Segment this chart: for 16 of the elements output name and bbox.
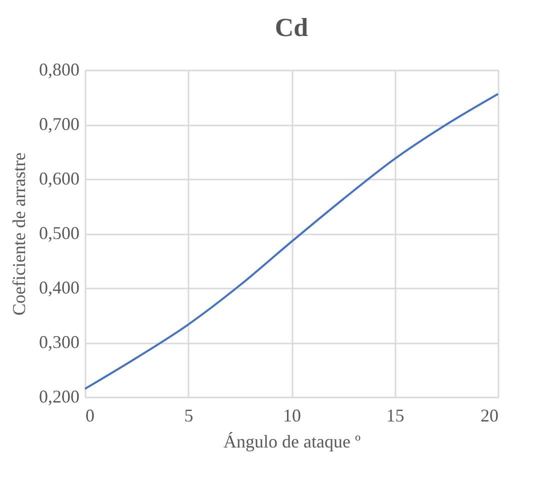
x-tick-label: 0 (86, 406, 94, 426)
x-tick-label: 15 (386, 406, 404, 426)
y-tick-label: 0,400 (39, 278, 80, 298)
y-tick-label: 0,700 (39, 114, 80, 134)
y-tick-label: 0,300 (39, 332, 80, 352)
line-series (84, 92, 499, 390)
y-tick-label: 0,600 (39, 168, 80, 188)
y-tick-label: 0,500 (39, 223, 80, 243)
y-tick-label: 0,800 (39, 60, 80, 80)
x-axis-title: Ángulo de ataque º (223, 432, 361, 452)
x-tick-label: 20 (480, 406, 498, 426)
y-tick-label: 0,200 (39, 386, 80, 406)
y-axis-title: Coeficiente de arrastre (9, 152, 29, 316)
x-tick-label: 5 (184, 406, 194, 426)
x-tick-label: 10 (283, 406, 301, 426)
chart-title: Cd (274, 13, 309, 42)
